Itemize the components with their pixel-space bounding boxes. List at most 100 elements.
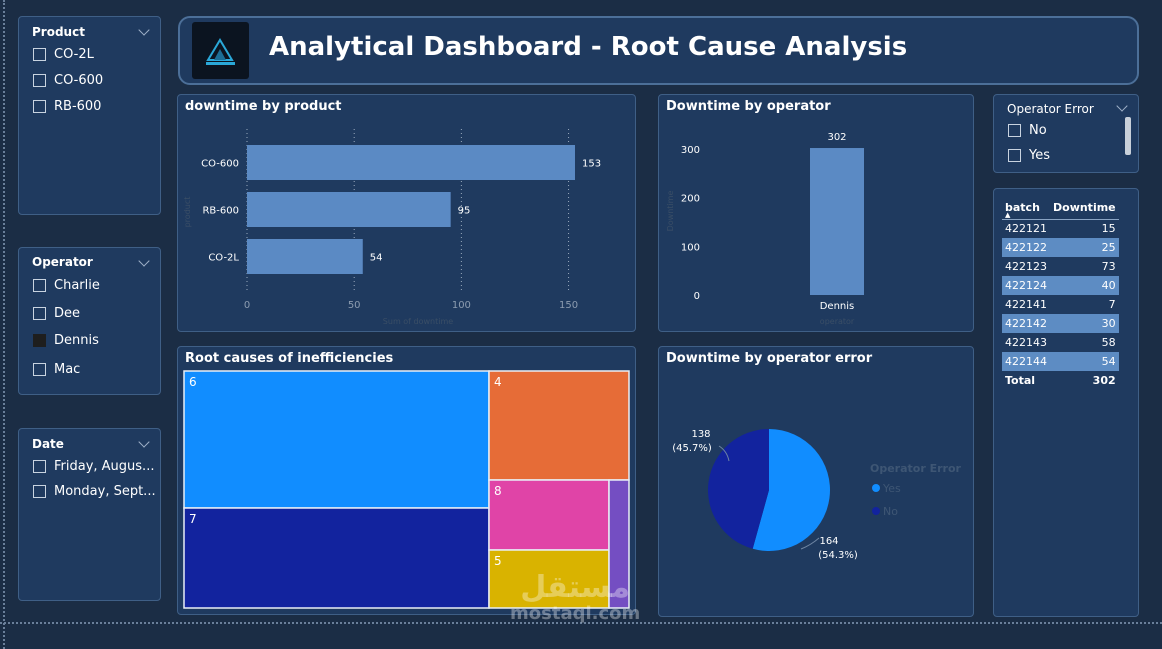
cell-downtime: 54 [1050,352,1119,371]
y-tick-label: 0 [694,291,700,302]
option-label: Dee [54,306,81,321]
x-tick-label: 150 [559,300,578,311]
chevron-down-icon[interactable] [138,436,150,448]
product-slicer: Product CO-2L CO-600 RB-600 [18,16,161,215]
sort-ascending-icon: ▲ [1005,210,1011,219]
operator-error-option-no[interactable]: No [1008,123,1047,138]
y-tick-label: RB-600 [202,206,239,217]
checkbox[interactable] [1008,124,1021,137]
x-tick-label: 0 [244,300,250,311]
operator-error-pie-chart[interactable]: Downtime by operator error 138 (45.7%) 164… [658,346,974,617]
operator-option-charlie[interactable]: Charlie [33,278,100,293]
cell-batch: 422122 [1002,238,1050,257]
dashboard-header: Analytical Dashboard - Root Cause Analys… [178,16,1139,85]
table-row[interactable]: 422143 58 [1002,333,1119,352]
operator-option-dennis[interactable]: Dennis [33,333,99,348]
total-label: Total [1005,374,1036,387]
checkbox[interactable] [33,460,46,473]
chart-title: Root causes of inefficiencies [185,351,394,366]
chart-title: Downtime by operator error [666,351,873,366]
y-axis-title: Downtime [666,191,675,232]
option-label: No [1029,123,1047,138]
y-tick-label: 200 [681,194,700,205]
operator-error-slicer: Operator Error No Yes [993,94,1139,173]
operator-bar-chart[interactable]: Downtime by operator 0 100 200 300 302 Dennis… [658,94,974,332]
x-tick-label: Dennis [820,301,855,312]
cell-downtime: 30 [1050,314,1119,333]
cell-batch: 422143 [1005,336,1047,349]
checkbox[interactable] [33,363,46,376]
legend-title: Operator Error [870,462,962,475]
root-cause-treemap[interactable]: Root causes of inefficiencies 6 7 4 8 5 [177,346,636,615]
data-label: 164 [819,536,838,547]
column-header-batch[interactable]: batch ▲ [1002,197,1050,220]
checkbox-checked[interactable] [33,334,46,347]
checkbox[interactable] [33,485,46,498]
operator-option-mac[interactable]: Mac [33,362,80,377]
date-slicer: Date Friday, Augus... Monday, Sept... [18,428,161,601]
table-row[interactable]: 422121 15 [1002,219,1119,238]
checkbox[interactable] [33,279,46,292]
checkbox[interactable] [33,307,46,320]
product-slicer-title: Product [32,25,85,39]
cell-downtime: 15 [1101,222,1116,236]
table-row[interactable]: 422123 73 [1002,257,1119,276]
table-header-row: batch ▲ Downtime [1002,197,1119,220]
operator-option-dee[interactable]: Dee [33,306,80,321]
bar [247,239,363,274]
table-row[interactable]: 422144 54 [1002,352,1119,371]
treemap-label: 7 [189,512,197,526]
data-label: 95 [458,206,471,217]
y-tick-label: CO-2L [208,253,239,264]
leader-line [800,537,820,550]
canvas-border-bottom [0,622,1162,624]
chevron-down-icon[interactable] [138,24,150,36]
leader-line [718,445,730,462]
data-label: 302 [827,132,846,143]
chevron-down-icon[interactable] [1116,100,1128,112]
chevron-down-icon[interactable] [138,255,150,267]
treemap-tile [488,370,630,481]
bar [810,148,864,295]
cell-downtime: 25 [1050,238,1119,257]
bar [247,192,451,227]
product-option-rb-600[interactable]: RB-600 [33,99,101,114]
pie-slice [752,429,831,551]
product-option-co-2l[interactable]: CO-2L [33,47,94,62]
canvas-border-left [3,0,5,649]
cell-batch: 422121 [1005,222,1047,236]
table-row[interactable]: 422141 7 [1002,295,1119,314]
operator-slicer: Operator Charlie Dee Dennis Mac [18,247,161,395]
treemap-label: 8 [494,484,502,498]
table-row[interactable]: 422122 25 [1002,238,1119,257]
logo [192,22,249,79]
checkbox[interactable] [33,74,46,87]
checkbox[interactable] [33,100,46,113]
option-label: Yes [1029,148,1050,163]
legend-item: No [883,505,898,518]
data-label: 54 [370,253,383,264]
operator-slicer-title: Operator [32,255,93,269]
pie-slice [708,429,769,549]
product-option-co-600[interactable]: CO-600 [33,73,103,88]
page-title: Analytical Dashboard - Root Cause Analys… [269,32,908,62]
table-row[interactable]: 422124 40 [1002,276,1119,295]
cell-downtime: 58 [1101,336,1116,349]
data-label: 153 [582,159,601,170]
date-slicer-title: Date [32,437,64,451]
cell-batch: 422144 [1002,352,1050,371]
treemap-svg: 6 7 4 8 5 [183,370,630,609]
product-bar-chart[interactable]: downtime by product 0 50 100 150 CO-600 153 RB… [177,94,636,332]
table-row[interactable]: 422142 30 [1002,314,1119,333]
chart-title: downtime by product [185,99,342,114]
treemap-label: 5 [494,554,502,568]
scrollbar[interactable] [1125,117,1131,155]
checkbox[interactable] [1008,149,1021,162]
date-option-2[interactable]: Monday, Sept... [33,484,156,499]
option-label: RB-600 [54,99,102,114]
x-tick-label: 100 [452,300,471,311]
column-header-downtime[interactable]: Downtime [1050,197,1119,220]
date-option-1[interactable]: Friday, Augus... [33,459,154,474]
checkbox[interactable] [33,48,46,61]
operator-error-option-yes[interactable]: Yes [1008,148,1050,163]
